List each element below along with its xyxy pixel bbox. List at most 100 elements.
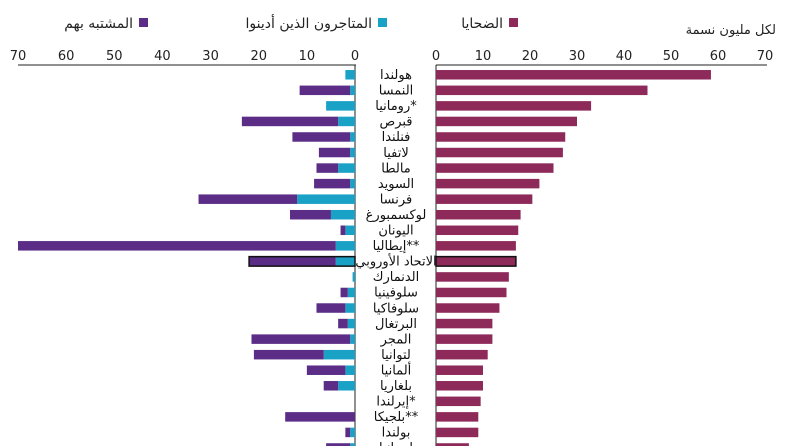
category-label: المجر (380, 332, 412, 347)
bar-victims (436, 349, 488, 360)
category-label: بولندا (382, 426, 411, 441)
bar-victims (436, 303, 500, 313)
category-label: بلغاريا (380, 379, 412, 394)
bar-suspected (345, 427, 351, 438)
bar-convicted (350, 443, 355, 446)
right-axis-tick-6: 60 (710, 49, 727, 64)
bar-victims (436, 396, 481, 407)
bar-convicted (297, 194, 355, 204)
category-label: لاتفيا (383, 146, 409, 161)
left-axis-tick-1: 60 (58, 49, 75, 64)
category-label: بلجيكا** (374, 410, 419, 425)
bar-victims (436, 334, 493, 344)
right-axis-tick-2: 20 (522, 49, 539, 64)
bar-victims (436, 194, 533, 204)
category-label: ألمانيا (381, 361, 412, 378)
bar-suspected (338, 318, 348, 329)
bar-suspected (249, 256, 336, 267)
category-label: إيرلندا* (376, 395, 416, 410)
bar-convicted (338, 163, 355, 173)
category-label: إسبانيا (379, 441, 413, 446)
bar-highlight-outline (248, 255, 356, 267)
bar-convicted (335, 241, 355, 251)
bar-victims (436, 225, 519, 236)
category-label: لتوانيا (381, 348, 411, 363)
bar-suspected (253, 349, 324, 360)
bar-suspected (340, 287, 348, 298)
bar-convicted (350, 427, 355, 438)
bar-convicted (350, 85, 355, 96)
bar-convicted (350, 132, 355, 142)
bar-victims (436, 101, 592, 111)
bar-victims (436, 287, 507, 298)
bar-suspected (241, 116, 339, 127)
legend-swatch-convicted (378, 18, 387, 27)
category-label: إيطاليا** (373, 239, 420, 254)
left-axis-tick-0: 70 (10, 49, 27, 64)
bar-victims (436, 241, 516, 251)
legend: المشتبه بهم المتاجرون الذين أدينوا الضحا… (64, 14, 518, 32)
bar-victims (436, 116, 577, 127)
bar-convicted (323, 349, 355, 360)
left-axis-tick-5: 20 (250, 49, 267, 64)
bar-victims (436, 132, 566, 142)
unit-label: لكل مليون نسمة (686, 23, 776, 38)
bars (18, 70, 711, 446)
left-axis-tick-3: 40 (154, 49, 171, 64)
category-label: البرتغال (375, 317, 417, 332)
bar-suspected (314, 178, 351, 189)
left-axis-tick-7: 0 (351, 49, 359, 64)
bar-suspected (326, 443, 351, 446)
bar-suspected (316, 163, 339, 173)
bar-suspected (18, 241, 336, 251)
category-label: هولندا (380, 68, 412, 83)
bar-suspected (318, 147, 351, 158)
bar-suspected (285, 412, 355, 422)
bar-victims (436, 147, 563, 158)
bar-convicted (352, 272, 355, 282)
bar-suspected (316, 303, 346, 313)
category-label: السويد (378, 177, 414, 192)
bar-convicted (326, 101, 355, 111)
bar-suspected (323, 381, 339, 391)
bar-victims (436, 381, 483, 391)
bar-victims (436, 272, 509, 282)
category-label: الاتحاد الأوروبي (355, 253, 436, 270)
bar-victims (436, 427, 479, 438)
right-axis-tick-4: 40 (616, 49, 633, 64)
category-label: سلوفينيا (374, 286, 418, 301)
bar-suspected (251, 334, 351, 344)
legend-swatch-victims (509, 18, 518, 27)
right-axis-tick-0: 0 (432, 49, 440, 64)
bar-convicted (345, 303, 355, 313)
legend-label-suspected: المشتبه بهم (64, 16, 133, 32)
bar-victims (436, 365, 483, 375)
bar-victims (436, 70, 711, 80)
legend-swatch-suspected (139, 18, 148, 27)
category-labels: هولنداالنمسارومانيا*قبرصفنلندالاتفيامالط… (355, 68, 436, 446)
bar-suspected (292, 132, 351, 142)
bar-convicted (350, 178, 355, 189)
category-label: فنلندا (382, 130, 411, 145)
bar-suspected (340, 225, 346, 236)
left-axis-tick-4: 30 (202, 49, 219, 64)
axes: 0 10 20 30 40 50 60 70 70 60 50 40 30 20 10 0 (10, 49, 774, 446)
left-axis-tick-6: 10 (299, 49, 316, 64)
category-label: الدنمارك (373, 270, 419, 285)
bar-victims (436, 178, 540, 189)
bar-victims (436, 318, 493, 329)
bar-suspected (290, 209, 331, 220)
legend-label-victims: الضحايا (461, 16, 503, 32)
right-axis-tick-7: 70 (757, 49, 774, 64)
bar-convicted (335, 256, 355, 267)
right-axis-tick-5: 50 (663, 49, 680, 64)
bar-convicted (350, 147, 355, 158)
bar-convicted (345, 365, 355, 375)
bar-convicted (338, 116, 355, 127)
bar-suspected (299, 85, 351, 96)
category-label: لوكسمبورغ (366, 208, 427, 223)
bar-victims (436, 85, 648, 96)
category-label: اليونان (378, 224, 413, 239)
legend-label-convicted: المتاجرون الذين أدينوا (246, 14, 373, 32)
